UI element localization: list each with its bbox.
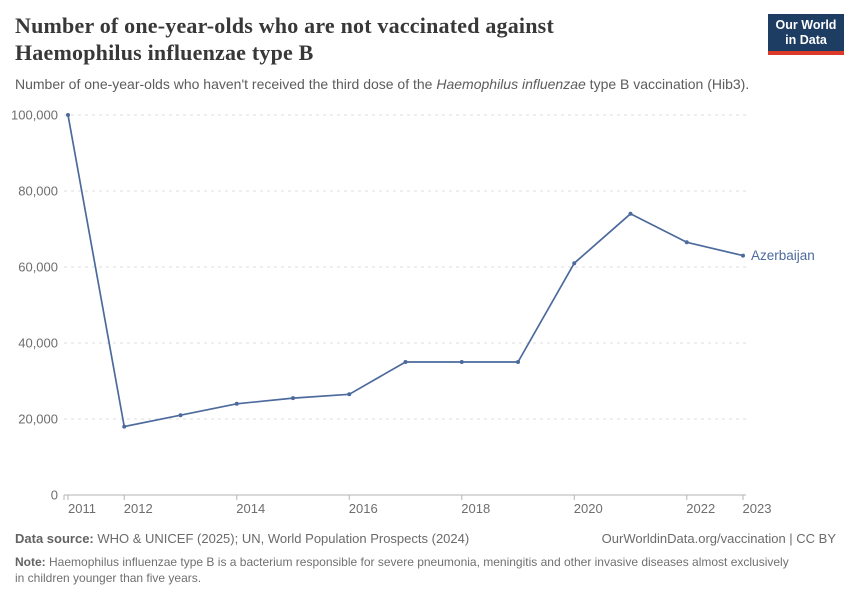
data-point-2015[interactable] xyxy=(291,396,295,401)
data-point-2021[interactable] xyxy=(628,211,633,216)
data-point-2016[interactable] xyxy=(347,392,352,397)
series-end-label[interactable]: Azerbaijan xyxy=(751,248,815,263)
data-source-text: Data source: WHO & UNICEF (2025); UN, Wo… xyxy=(15,531,469,547)
data-point-2022[interactable] xyxy=(684,240,689,245)
data-point-2020[interactable] xyxy=(572,261,577,266)
data-point-2014[interactable] xyxy=(234,401,239,406)
y-axis-tick-label: 60,000 xyxy=(18,260,58,275)
chart-footer: Data source: WHO & UNICEF (2025); UN, Wo… xyxy=(15,531,836,586)
x-axis-tick-label: 2018 xyxy=(461,501,490,516)
note-label: Note: xyxy=(15,555,46,569)
data-point-2012[interactable] xyxy=(122,424,127,429)
subtitle-suffix: type B vaccination (Hib3). xyxy=(585,76,750,92)
chart-note: Note: Haemophilus influenzae type B is a… xyxy=(15,554,797,586)
data-point-2017[interactable] xyxy=(403,360,408,364)
chart-subtitle: Number of one-year-olds who haven't rece… xyxy=(15,75,835,93)
x-axis-tick-label: 2022 xyxy=(686,501,715,516)
data-point-2019[interactable] xyxy=(516,360,520,364)
line-series-azerbaijan[interactable] xyxy=(67,114,744,428)
data-point-2011[interactable] xyxy=(66,113,70,117)
y-axis-tick-label: 80,000 xyxy=(18,184,58,199)
data-point-2018[interactable] xyxy=(459,360,464,364)
title-line-2: Haemophilus influenzae type B xyxy=(15,40,314,65)
x-axis-tick-label: 2023 xyxy=(743,501,772,516)
chart-header: Number of one-year-olds who are not vacc… xyxy=(15,12,844,93)
owid-logo[interactable]: Our World in Data xyxy=(768,14,844,55)
logo-line-1: Our World xyxy=(775,18,837,32)
data-source-label: Data source: xyxy=(15,531,94,546)
y-axis-tick-label: 0 xyxy=(51,488,58,503)
x-axis-tick-label: 2020 xyxy=(574,501,603,516)
page-title: Number of one-year-olds who are not vacc… xyxy=(15,12,835,66)
title-line-1: Number of one-year-olds who are not vacc… xyxy=(15,13,554,38)
logo-line-2: in Data xyxy=(785,33,827,47)
x-axis-tick-label: 2011 xyxy=(68,501,96,516)
line-chart-plot[interactable]: 0 20,000 40,000 60,000 80,000 100,000 2011 2012… xyxy=(0,100,850,530)
data-point-2013[interactable] xyxy=(178,413,183,418)
y-axis-tick-label: 40,000 xyxy=(18,336,58,351)
x-axis-tick-label: 2016 xyxy=(349,501,378,516)
data-source-value: WHO & UNICEF (2025); UN, World Populatio… xyxy=(93,531,470,546)
license-link[interactable]: OurWorldinData.org/vaccination | CC BY xyxy=(601,531,836,546)
subtitle-italic: Haemophilus influenzae xyxy=(436,76,586,92)
x-axis-tick-label: 2012 xyxy=(124,501,153,516)
x-axis-tick-label: 2014 xyxy=(236,501,265,516)
note-text: Haemophilus influenzae type B is a bacte… xyxy=(15,555,789,585)
data-point-2023[interactable] xyxy=(741,253,745,258)
y-axis-tick-label: 20,000 xyxy=(18,412,58,427)
y-axis-tick-label: 100,000 xyxy=(11,108,58,123)
subtitle-prefix: Number of one-year-olds who haven't rece… xyxy=(15,76,437,92)
